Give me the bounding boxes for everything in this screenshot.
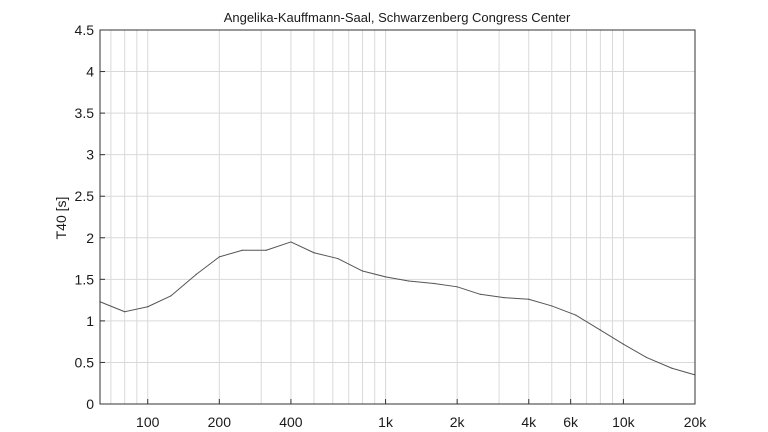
data-point [265,249,267,251]
y-tick-label: 1.5 [75,271,95,287]
series-layer [99,241,696,376]
series-line [99,241,696,376]
x-tick-label: 100 [136,414,160,430]
y-tick-label: 4 [86,64,94,80]
data-point [124,311,126,313]
x-axis-ticks: 100 200 400 1k 2k 4k 6k 10k 20k [136,399,707,430]
data-point [479,293,481,295]
data-point [408,280,410,282]
x-tick-label: 400 [279,414,303,430]
data-point [313,252,315,254]
data-point [503,297,505,299]
x-tick-label: 6k [563,414,579,430]
y-tick-label: 0 [86,396,94,412]
y-tick-label: 0.5 [75,354,95,370]
data-point [170,295,172,297]
x-tick-label: 200 [208,414,232,430]
x-tick-label: 4k [521,414,537,430]
data-point [622,343,625,345]
x-tick-label: 20k [684,414,708,430]
data-point [195,273,197,275]
data-point [671,367,673,369]
grid [100,29,695,405]
data-point [361,270,364,272]
y-axis-ticks: 0 0.5 1 1.5 2 2.5 3 3.5 4 4.5 [75,22,105,412]
data-point [551,305,553,307]
data-point [290,241,292,243]
y-tick-label: 2 [86,230,94,246]
data-point [528,298,530,300]
y-tick-label: 2.5 [75,188,95,204]
x-tick-label: 1k [378,414,394,430]
y-axis-label: T40 [s] [53,197,69,240]
plot-frame [99,29,696,405]
x-tick-label: 10k [612,414,636,430]
data-point [337,257,339,260]
data-point [147,306,149,308]
data-point [575,314,577,316]
y-tick-label: 3.5 [75,105,95,121]
y-tick-label: 4.5 [75,22,95,38]
chart-title: Angelika-Kauffmann-Saal, Schwarzenberg C… [224,10,571,25]
data-point [433,282,435,285]
data-point [384,276,387,278]
data-point [645,356,648,359]
y-tick-label: 3 [86,147,94,163]
y-tick-label: 1 [86,313,94,329]
data-point [599,329,601,331]
x-tick-label: 2k [450,414,466,430]
data-point [241,249,243,251]
data-point [218,256,220,258]
data-point [456,286,458,288]
